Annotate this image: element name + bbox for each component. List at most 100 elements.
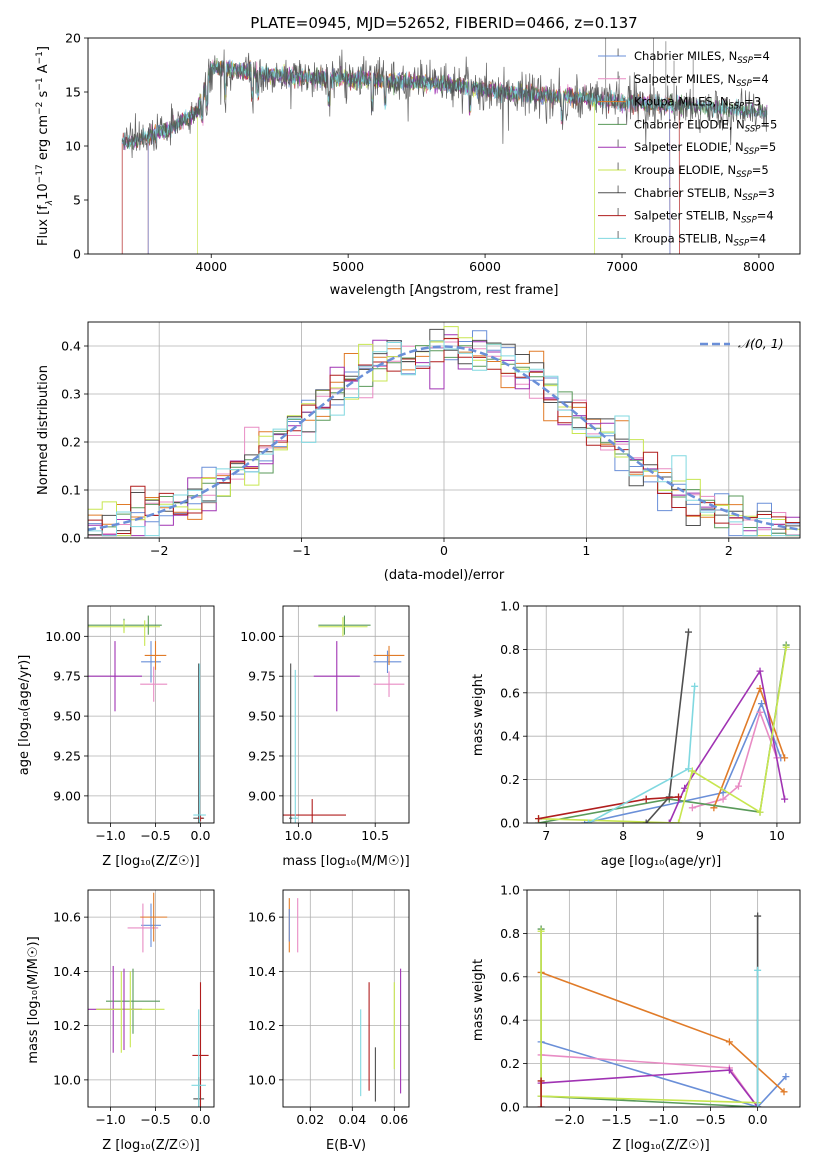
weight-point-marker [691, 682, 699, 690]
legend-name: Chabrier STELIB, N [634, 186, 742, 200]
axes-frame [87, 321, 801, 539]
weight-point-marker [585, 819, 593, 823]
weight-point-marker [674, 819, 682, 823]
legend-label: Chabrier MILES, NSSP=4 [634, 49, 770, 66]
legend-sub: SSP [744, 147, 760, 157]
normal-curve [88, 345, 800, 531]
legend-sub: SSP [741, 216, 757, 226]
x-tick-label: −1 [292, 543, 310, 558]
plot-area [537, 912, 790, 1107]
plot-area [88, 615, 206, 823]
weight-series-line [540, 971, 785, 1093]
weight-point-marker [719, 795, 727, 803]
legend-name: Salpeter ELODIE, N [634, 140, 744, 154]
y-tick-label: 9.25 [248, 748, 276, 763]
ylabel-part: −2 [35, 102, 45, 115]
legend-eq: =3 [758, 186, 775, 200]
y-tick-label: 0.6 [500, 969, 520, 984]
legend-eq: =4 [752, 72, 769, 86]
weight-point-marker [537, 1103, 545, 1107]
weight-point-marker [782, 1073, 790, 1081]
y-tick-label: 1.0 [500, 599, 520, 614]
x-tick-label: 4000 [195, 259, 227, 274]
legend-label: Chabrier ELODIE, NSSP=5 [634, 117, 777, 134]
legend-marker: | [617, 208, 619, 216]
ylabel-part: A [36, 64, 51, 77]
x-tick-label: 0.04 [338, 1112, 366, 1127]
x-tick-label: 10.5 [361, 828, 389, 843]
axes-frame [282, 605, 410, 824]
legend-eq: =5 [760, 117, 777, 131]
ylabel-part: −17 [35, 164, 45, 183]
x-tick-label: 9 [696, 828, 704, 843]
x-tick-label: 5000 [332, 259, 364, 274]
axes-frame [282, 889, 410, 1108]
y-tick-label: 10.6 [248, 910, 276, 925]
age-mass-plot: 10.0 10.5 9.00 9.25 9.50 9.75 10.00 [240, 605, 410, 843]
weight-point-marker [535, 815, 543, 823]
x-tick-label: −1.0 [648, 1112, 678, 1127]
age-metallicity-plot: −1.0 −0.5 0.0 9.00 9.25 9.50 9.75 10.00 [45, 605, 215, 843]
legend-label: 𝒩(0, 1) [738, 336, 784, 351]
y-tick-label: 20 [65, 31, 81, 46]
x-tick-label: −2 [150, 543, 168, 558]
legend-label: Salpeter MILES, NSSP=4 [634, 72, 769, 89]
y-tick-label: 0.0 [500, 816, 520, 831]
legend-marker: | [617, 162, 619, 170]
weight-point-marker [725, 1038, 733, 1046]
y-tick-label: 0.0 [500, 1100, 520, 1115]
weight-point-marker [781, 795, 789, 803]
y-tick-label: 10.4 [248, 964, 276, 979]
weight-point-marker [780, 1088, 788, 1096]
y-tick-label: 0.2 [500, 772, 520, 787]
y-tick-label: 5 [73, 193, 81, 208]
x-tick-label: −0.5 [695, 1112, 725, 1127]
residual-ylabel: Normed distribution [36, 365, 51, 495]
y-tick-label: 9.50 [248, 709, 276, 724]
legend-eq: =5 [759, 140, 776, 154]
y-tick-label: 10.4 [53, 964, 81, 979]
weight-age-ylabel: mass weight [471, 674, 486, 756]
ylabel-part: Flux [f [36, 205, 51, 246]
y-tick-label: 9.50 [53, 709, 81, 724]
weight-age-xlabel: age [log₁₀(age/yr)] [601, 854, 722, 869]
plot-area [121, 38, 768, 254]
weight-series-line [538, 647, 787, 823]
legend-name: Kroupa MILES, N [634, 95, 729, 109]
y-tick-label: 0.4 [500, 1013, 520, 1028]
y-tick-label: 0.8 [500, 642, 520, 657]
legend-marker: | [617, 230, 619, 238]
legend-eq: =4 [749, 231, 766, 245]
weight-metallicity-plot: −2.0 −1.5 −1.0 −0.5 0.0 0.0 0.2 0.4 0.6 0.8 1.0 [500, 883, 801, 1127]
legend-eq: =4 [757, 209, 774, 223]
legend-name: Kroupa STELIB, N [634, 231, 734, 245]
y-tick-label: 10.2 [248, 1018, 276, 1033]
legend-marker: | [617, 94, 619, 102]
legend-sub: SSP [737, 56, 753, 66]
ylabel-part: −1 [35, 77, 45, 90]
x-tick-label: 0.0 [191, 828, 211, 843]
y-tick-label: 10.00 [240, 629, 276, 644]
legend-sub: SSP [742, 193, 758, 203]
legend-name: Kroupa ELODIE, N [634, 163, 736, 177]
x-tick-label: 1 [582, 543, 590, 558]
ylabel-part: ] [36, 46, 51, 51]
age-ylabel: age [log₁₀(age/yr)] [17, 655, 32, 776]
legend-eq: =5 [752, 163, 769, 177]
spectrum-xlabel: wavelength [Angstrom, rest frame] [330, 283, 559, 298]
x-tick-label: −0.5 [140, 1112, 170, 1127]
x-tick-label: −0.5 [140, 828, 170, 843]
weight-point-marker [754, 966, 762, 974]
plot-area [535, 628, 790, 823]
y-tick-label: 10.0 [53, 1072, 81, 1087]
legend-label: Salpeter STELIB, NSSP=4 [634, 209, 774, 226]
y-tick-label: 10 [65, 139, 81, 154]
y-tick-label: 10.2 [53, 1018, 81, 1033]
y-tick-label: 0.2 [61, 435, 81, 450]
legend-label: Salpeter ELODIE, NSSP=5 [634, 140, 776, 157]
age-z-xlabel: Z [log₁₀(Z/Z☉)] [102, 854, 199, 869]
legend-sub: SSP [729, 102, 745, 112]
y-tick-label: 9.00 [248, 788, 276, 803]
weight-point-marker [756, 708, 764, 716]
residual-xlabel: (data-model)/error [384, 568, 505, 583]
